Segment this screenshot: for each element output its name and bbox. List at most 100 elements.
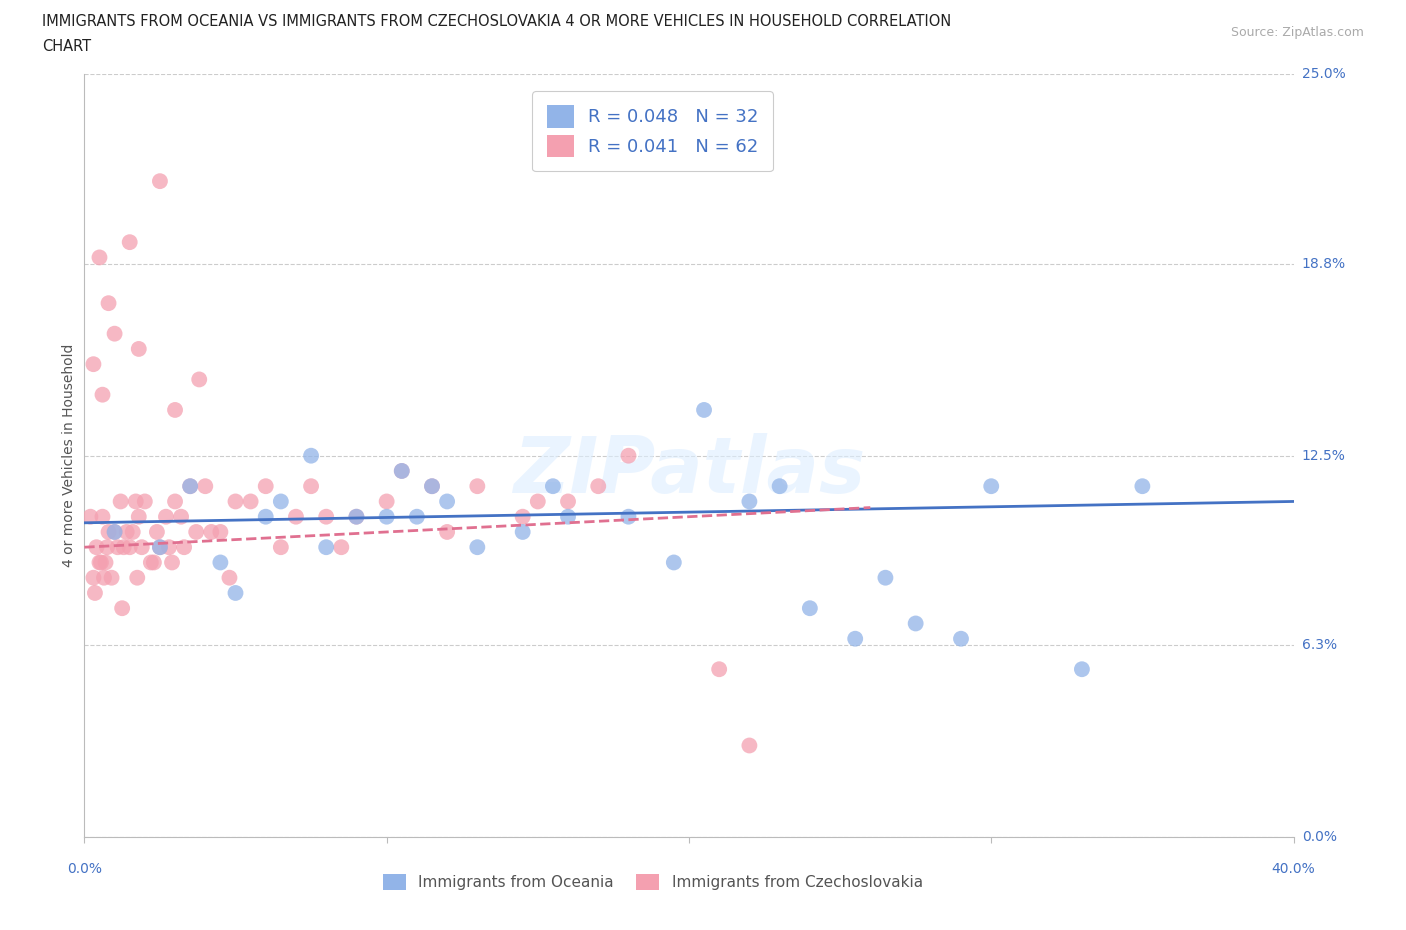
Point bbox=[127, 570, 149, 585]
Point bbox=[617, 510, 640, 525]
Point bbox=[330, 539, 353, 554]
Point bbox=[149, 539, 172, 554]
Point bbox=[134, 494, 156, 509]
Point bbox=[557, 510, 579, 525]
Point bbox=[142, 555, 165, 570]
Point bbox=[165, 403, 187, 418]
Point bbox=[315, 539, 337, 554]
Point bbox=[436, 494, 458, 509]
Point bbox=[89, 555, 111, 570]
Point bbox=[270, 494, 292, 509]
Point bbox=[125, 494, 148, 509]
Point bbox=[391, 463, 413, 478]
Point bbox=[406, 510, 429, 525]
Point bbox=[165, 494, 187, 509]
Point bbox=[346, 510, 368, 525]
Point bbox=[467, 479, 489, 494]
Text: 40.0%: 40.0% bbox=[1271, 862, 1316, 876]
Text: 6.3%: 6.3% bbox=[1302, 638, 1337, 652]
Point bbox=[769, 479, 792, 494]
Point bbox=[104, 525, 127, 539]
Point bbox=[420, 479, 443, 494]
Point bbox=[1130, 479, 1153, 494]
Point bbox=[738, 494, 761, 509]
Point bbox=[186, 525, 208, 539]
Point bbox=[512, 510, 534, 525]
Point bbox=[254, 479, 277, 494]
Point bbox=[155, 510, 177, 525]
Point bbox=[239, 494, 262, 509]
Point bbox=[94, 555, 117, 570]
Point bbox=[225, 494, 247, 509]
Point bbox=[100, 570, 122, 585]
Point bbox=[104, 326, 127, 341]
Point bbox=[299, 479, 322, 494]
Point bbox=[139, 555, 162, 570]
Point bbox=[270, 539, 292, 554]
Point bbox=[91, 510, 114, 525]
Legend: Immigrants from Oceania, Immigrants from Czechoslovakia: Immigrants from Oceania, Immigrants from… bbox=[375, 867, 931, 898]
Point bbox=[110, 494, 132, 509]
Point bbox=[157, 539, 180, 554]
Point bbox=[375, 510, 398, 525]
Point bbox=[128, 341, 150, 356]
Point bbox=[420, 479, 443, 494]
Point bbox=[160, 555, 183, 570]
Point bbox=[950, 631, 973, 646]
Point bbox=[904, 616, 927, 631]
Point bbox=[90, 555, 112, 570]
Point bbox=[79, 510, 101, 525]
Point bbox=[588, 479, 610, 494]
Point bbox=[375, 494, 398, 509]
Point bbox=[541, 479, 564, 494]
Text: 0.0%: 0.0% bbox=[67, 862, 101, 876]
Point bbox=[146, 525, 169, 539]
Point bbox=[104, 525, 127, 539]
Point bbox=[299, 448, 322, 463]
Point bbox=[179, 479, 201, 494]
Point bbox=[1071, 662, 1094, 677]
Point bbox=[188, 372, 211, 387]
Point bbox=[97, 525, 120, 539]
Point bbox=[97, 296, 120, 311]
Point bbox=[91, 387, 114, 402]
Point bbox=[557, 494, 579, 509]
Point bbox=[209, 525, 232, 539]
Point bbox=[173, 539, 195, 554]
Point bbox=[128, 510, 150, 525]
Point bbox=[315, 510, 337, 525]
Point bbox=[131, 539, 153, 554]
Text: ZIPatlas: ZIPatlas bbox=[513, 433, 865, 509]
Text: IMMIGRANTS FROM OCEANIA VS IMMIGRANTS FROM CZECHOSLOVAKIA 4 OR MORE VEHICLES IN : IMMIGRANTS FROM OCEANIA VS IMMIGRANTS FR… bbox=[42, 14, 952, 29]
Point bbox=[209, 555, 232, 570]
Point bbox=[512, 525, 534, 539]
Point bbox=[218, 570, 240, 585]
Point bbox=[96, 539, 118, 554]
Point bbox=[844, 631, 866, 646]
Point bbox=[82, 570, 104, 585]
Point bbox=[436, 525, 458, 539]
Point bbox=[118, 539, 141, 554]
Point bbox=[93, 570, 115, 585]
Y-axis label: 4 or more Vehicles in Household: 4 or more Vehicles in Household bbox=[62, 344, 76, 567]
Point bbox=[467, 539, 489, 554]
Point bbox=[149, 539, 172, 554]
Text: 12.5%: 12.5% bbox=[1302, 448, 1346, 463]
Text: CHART: CHART bbox=[42, 39, 91, 54]
Text: 18.8%: 18.8% bbox=[1302, 257, 1346, 271]
Point bbox=[89, 250, 111, 265]
Point bbox=[86, 539, 108, 554]
Point bbox=[617, 448, 640, 463]
Text: Source: ZipAtlas.com: Source: ZipAtlas.com bbox=[1230, 26, 1364, 39]
Point bbox=[709, 662, 731, 677]
Point bbox=[200, 525, 222, 539]
Point bbox=[170, 510, 193, 525]
Point bbox=[111, 601, 134, 616]
Point bbox=[118, 234, 141, 249]
Point bbox=[121, 525, 143, 539]
Point bbox=[112, 539, 135, 554]
Point bbox=[115, 525, 138, 539]
Point bbox=[875, 570, 897, 585]
Point bbox=[149, 174, 172, 189]
Point bbox=[284, 510, 308, 525]
